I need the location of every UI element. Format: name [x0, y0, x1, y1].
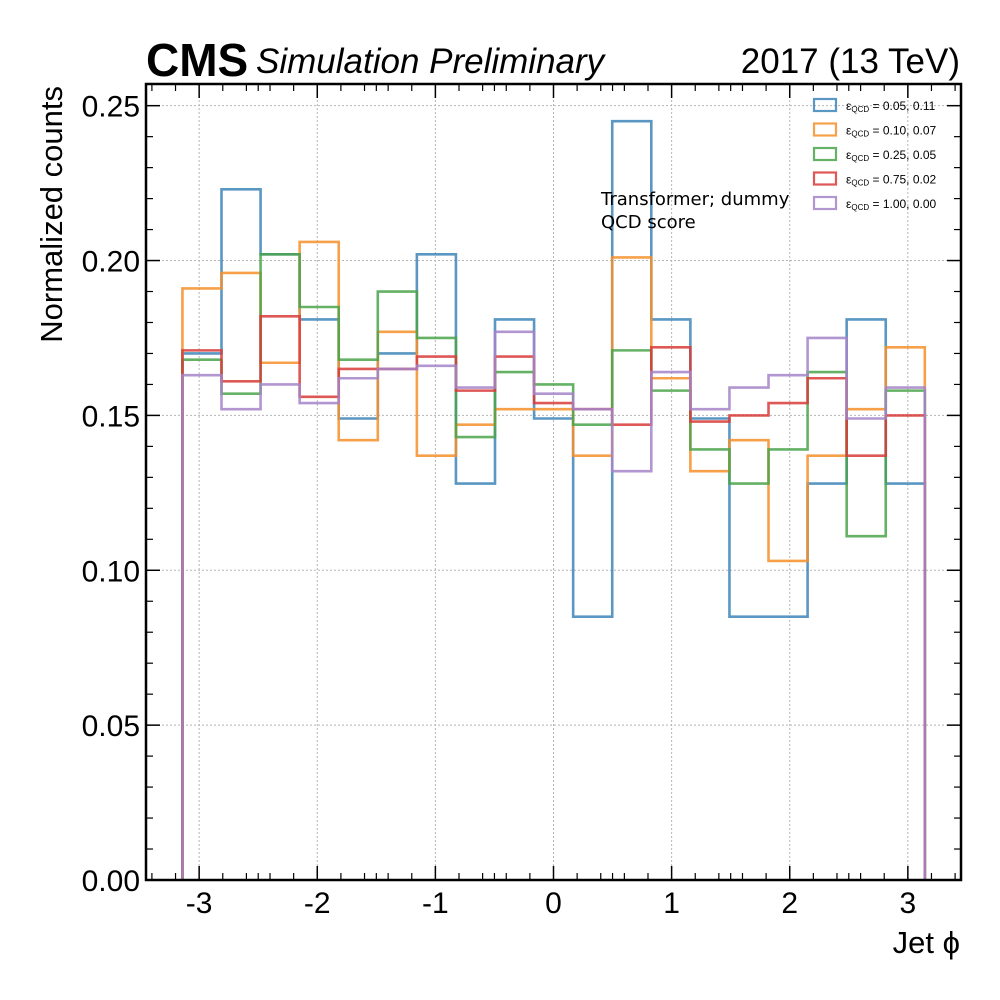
y-axis-label: Normalized counts [34, 86, 69, 343]
x-tick-label: -3 [186, 887, 213, 920]
lumi-label: 2017 (13 TeV) [741, 42, 960, 81]
x-tick-label: -2 [304, 887, 331, 920]
status-label: Simulation Preliminary [256, 42, 607, 81]
axis-ticks: -3 -2 -1 0 1 2 3 0.00 0.05 0.10 0.15 0.20 0.25 [82, 84, 961, 920]
legend-swatch [812, 97, 838, 113]
series-line-2 [181, 253, 927, 880]
legend-label: εQCD = 0.10, 0.07 [846, 124, 937, 139]
annotation-line-2: QCD score [601, 212, 696, 233]
x-tick-label: 0 [545, 887, 562, 920]
legend-swatch [812, 195, 838, 211]
x-axis-label: Jet ϕ [893, 925, 960, 960]
y-tick-label: 0.25 [82, 91, 140, 124]
plot-frame [144, 82, 963, 882]
x-tick-label: -1 [422, 887, 449, 920]
series-line-4 [181, 330, 927, 880]
legend-label: εQCD = 1.00, 0.00 [846, 197, 937, 212]
x-tick-label: 1 [663, 887, 680, 920]
y-tick-label: 0.20 [82, 246, 140, 279]
x-tick-label: 3 [900, 887, 917, 920]
y-tick-label: 0.00 [82, 865, 140, 898]
y-tick-label: 0.10 [82, 555, 140, 588]
legend-swatch [812, 171, 838, 186]
x-tick-label: 2 [781, 887, 798, 920]
legend-label: εQCD = 0.75, 0.02 [846, 173, 937, 188]
grid [146, 84, 961, 880]
annotation-line-1: Transformer; dummy [600, 189, 790, 210]
legend-swatch [812, 146, 838, 162]
experiment-label: CMS [146, 34, 248, 86]
legend-swatch [812, 122, 838, 137]
legend: εQCD = 0.05, 0.11 εQCD = 0.10, 0.07 εQCD =… [812, 97, 937, 212]
legend-label: εQCD = 0.25, 0.05 [846, 148, 937, 163]
y-tick-label: 0.15 [82, 400, 140, 433]
series-group [181, 119, 927, 880]
legend-label: εQCD = 0.05, 0.11 [846, 99, 936, 114]
y-tick-label: 0.05 [82, 710, 140, 743]
